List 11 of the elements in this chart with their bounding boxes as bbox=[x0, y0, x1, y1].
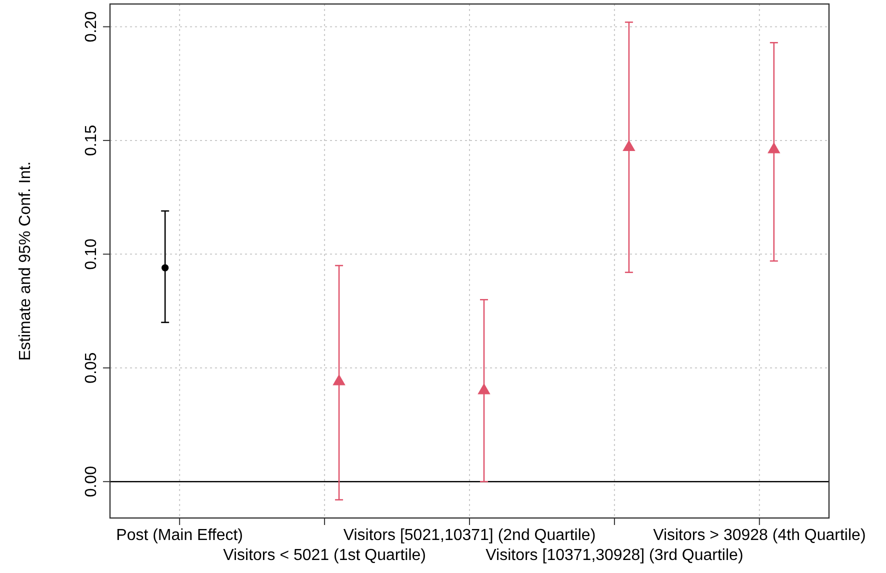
y-tick-label: 0.15 bbox=[83, 124, 100, 156]
y-axis-title: Estimate and 95% Conf. Int. bbox=[17, 161, 34, 361]
x-tick-label: Visitors > 30928 (4th Quartile) bbox=[653, 527, 866, 544]
x-tick-label: Visitors < 5021 (1st Quartile) bbox=[223, 547, 426, 564]
y-tick-label: 0.05 bbox=[83, 352, 100, 384]
y-tick-label: 0.20 bbox=[83, 11, 100, 42]
x-tick-label: Visitors [5021,10371] (2nd Quartile) bbox=[343, 527, 596, 544]
x-tick-label: Visitors [10371,30928] (3rd Quartile) bbox=[486, 547, 744, 564]
x-tick-label: Post (Main Effect) bbox=[116, 527, 244, 544]
y-tick-label: 0.00 bbox=[83, 466, 100, 498]
y-tick-label: 0.10 bbox=[83, 238, 100, 270]
